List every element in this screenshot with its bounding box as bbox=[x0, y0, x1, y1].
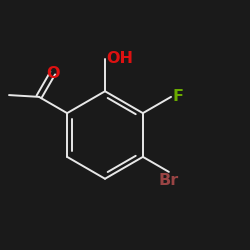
Text: OH: OH bbox=[106, 51, 133, 66]
Text: O: O bbox=[46, 66, 60, 80]
Text: Br: Br bbox=[159, 173, 179, 188]
Text: F: F bbox=[172, 90, 183, 104]
